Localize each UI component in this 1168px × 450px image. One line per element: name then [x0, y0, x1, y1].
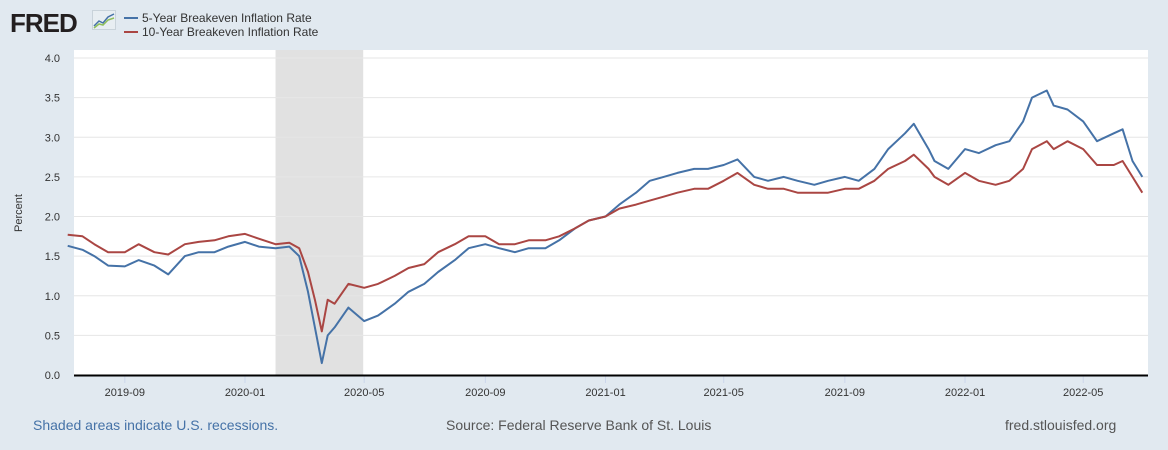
y-axis-label: Percent: [13, 194, 25, 232]
y-tick-label: 3.0: [45, 132, 60, 144]
site-link[interactable]: fred.stlouisfed.org: [1005, 417, 1117, 433]
y-tick-label: 4.0: [45, 53, 60, 65]
x-tick-label: 2022-05: [1063, 387, 1103, 399]
legend-item-5yr[interactable]: 5-Year Breakeven Inflation Rate: [124, 11, 318, 25]
y-tick-label: 1.0: [45, 291, 60, 303]
y-tick-label: 1.5: [45, 251, 60, 263]
recession-note-link[interactable]: Shaded areas indicate U.S. recessions.: [33, 417, 279, 433]
legend-label: 5-Year Breakeven Inflation Rate: [142, 11, 312, 25]
y-tick-label: 0.5: [45, 330, 60, 342]
x-tick-label: 2020-05: [344, 387, 384, 399]
y-tick-label: 0.0: [45, 370, 60, 382]
fred-logo[interactable]: FRED: [10, 8, 78, 38]
y-tick-label: 3.5: [45, 93, 60, 105]
y-tick-label: 2.0: [45, 212, 60, 224]
x-tick-label: 2020-01: [225, 387, 265, 399]
legend-swatch: [124, 31, 138, 33]
source-text: Source: Federal Reserve Bank of St. Loui…: [446, 417, 712, 433]
legend-item-10yr[interactable]: 10-Year Breakeven Inflation Rate: [124, 25, 318, 39]
x-tick-label: 2021-01: [585, 387, 625, 399]
series-line-10yr[interactable]: [67, 140, 1144, 333]
chart-legend: 5-Year Breakeven Inflation Rate 10-Year …: [124, 11, 318, 39]
x-tick-label: 2022-01: [945, 387, 985, 399]
x-tick-label: 2021-05: [704, 387, 744, 399]
y-tick-label: 2.5: [45, 172, 60, 184]
legend-label: 10-Year Breakeven Inflation Rate: [142, 25, 319, 39]
legend-swatch: [124, 17, 138, 19]
x-tick-label: 2020-09: [465, 387, 505, 399]
x-tick-label: 2019-09: [105, 387, 145, 399]
x-tick-label: 2021-09: [825, 387, 865, 399]
recession-shade: [275, 50, 364, 375]
fred-graph-icon: [92, 10, 116, 30]
